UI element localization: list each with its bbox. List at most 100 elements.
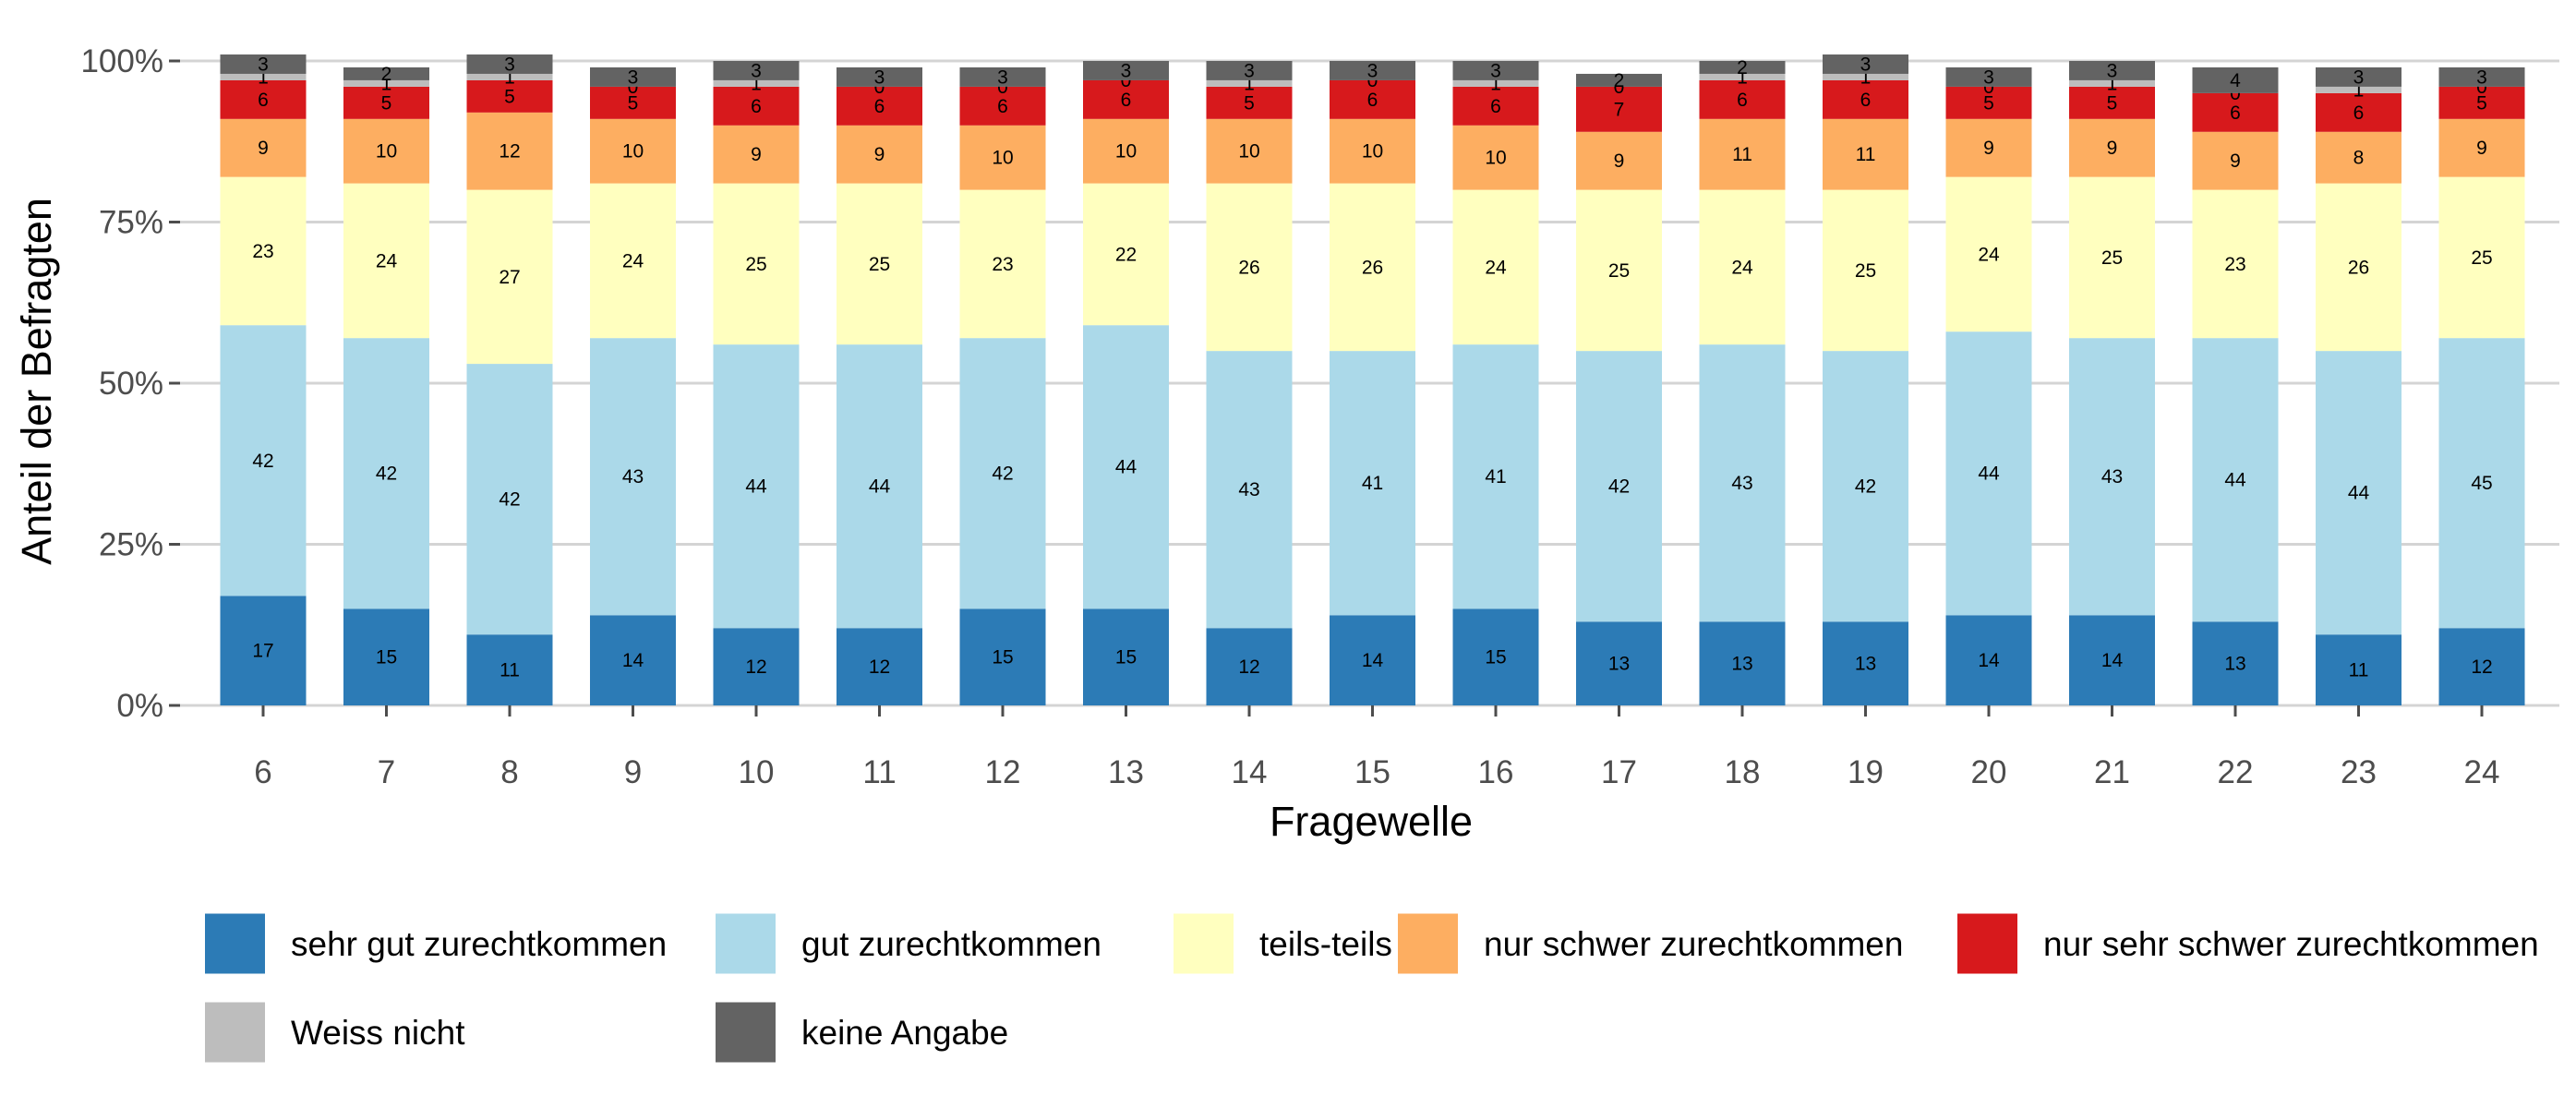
bar-value-label: 42 <box>376 464 397 485</box>
legend-swatch <box>716 1003 776 1063</box>
bar-value-label: 4 <box>2230 70 2241 91</box>
bar-value-label: 26 <box>1238 257 1259 278</box>
bar-value-label: 6 <box>1860 90 1872 111</box>
x-tick-label: 12 <box>985 754 1021 790</box>
bar-value-label: 42 <box>1855 476 1876 498</box>
bar-value-label: 43 <box>1238 479 1259 500</box>
bar-value-label: 6 <box>874 96 885 117</box>
bar-value-label: 44 <box>2348 483 2370 504</box>
bar-value-label: 24 <box>376 250 398 271</box>
bar-value-label: 44 <box>1978 464 2000 485</box>
x-tick-label: 23 <box>2341 754 2377 790</box>
x-tick-label: 21 <box>2094 754 2130 790</box>
legend-label: keine Angabe <box>801 1014 1008 1052</box>
y-tick-label: 75% <box>99 205 163 241</box>
bar-value-label: 12 <box>1238 656 1259 678</box>
bar-value-label: 3 <box>2476 66 2487 88</box>
bar-value-label: 41 <box>1362 473 1383 494</box>
bar-value-label: 15 <box>1485 647 1506 668</box>
x-tick-label: 16 <box>1478 754 1514 790</box>
x-tick-label: 24 <box>2464 754 2500 790</box>
legend-label: Weiss nicht <box>291 1014 465 1052</box>
bar-value-label: 10 <box>1485 148 1506 169</box>
bar-value-label: 5 <box>504 86 515 107</box>
bar-value-label: 42 <box>499 489 520 511</box>
legend-label: sehr gut zurechtkommen <box>291 925 667 963</box>
bar-value-label: 3 <box>1490 60 1501 81</box>
bar-value-label: 10 <box>1362 141 1383 163</box>
bar-value-label: 13 <box>1608 654 1630 675</box>
bar-value-label: 42 <box>1608 476 1630 498</box>
y-tick-label: 50% <box>99 366 163 402</box>
bar-value-label: 10 <box>1238 141 1259 163</box>
x-tick-label: 22 <box>2218 754 2254 790</box>
bar-value-label: 25 <box>2101 247 2123 269</box>
bar-value-label: 10 <box>622 141 644 163</box>
bar-value-label: 23 <box>2224 254 2245 275</box>
bar-value-label: 12 <box>745 656 766 678</box>
x-tick-label: 8 <box>500 754 518 790</box>
bar-value-label: 3 <box>504 54 515 75</box>
bar-value-label: 11 <box>1732 144 1752 165</box>
y-tick-label: 0% <box>116 688 163 724</box>
bar-value-label: 6 <box>1737 90 1748 111</box>
y-axis: 0% 25% 50% 75% 100% <box>80 43 180 724</box>
y-tick-label: 25% <box>99 527 163 563</box>
bar-value-label: 6 <box>258 90 269 111</box>
bar-value-label: 43 <box>2101 466 2123 488</box>
x-tick-label: 10 <box>739 754 775 790</box>
bar-value-label: 25 <box>2471 247 2492 269</box>
x-tick-label: 11 <box>862 754 896 790</box>
bar-value-label: 9 <box>1983 138 1994 159</box>
legend-swatch <box>716 914 776 974</box>
bar-value-label: 11 <box>2349 660 2369 681</box>
bar-value-label: 11 <box>500 660 520 681</box>
bar-value-label: 2 <box>1737 57 1748 78</box>
bar-value-label: 25 <box>745 254 766 275</box>
y-axis-title: Anteil der Befragten <box>13 198 60 565</box>
x-axis-title: Fragewelle <box>1270 798 1473 845</box>
bar-value-label: 14 <box>2101 650 2124 671</box>
bar-value-label: 8 <box>2353 148 2365 169</box>
bar-value-label: 26 <box>2348 257 2369 278</box>
bar-value-label: 9 <box>2230 151 2241 172</box>
x-tick-label: 14 <box>1232 754 1268 790</box>
bar-value-label: 15 <box>376 647 397 668</box>
bar-value-label: 13 <box>1855 654 1876 675</box>
y-tick-label: 100% <box>80 43 163 79</box>
bar-value-label: 9 <box>2476 138 2487 159</box>
bar-value-label: 25 <box>869 254 890 275</box>
legend-label: nur schwer zurechtkommen <box>1484 925 1903 963</box>
legend-swatch <box>205 914 265 974</box>
bar-value-label: 6 <box>2353 102 2365 124</box>
bar-value-label: 3 <box>874 66 885 88</box>
bar-value-label: 42 <box>252 451 273 472</box>
bar-value-label: 42 <box>992 464 1013 485</box>
x-tick-label: 6 <box>254 754 271 790</box>
bar-value-label: 12 <box>2471 656 2492 678</box>
bar-value-label: 43 <box>1731 473 1752 494</box>
bar-value-label: 3 <box>628 66 639 88</box>
bar-value-label: 2 <box>381 64 392 85</box>
bar-value-label: 24 <box>622 250 644 271</box>
bar-value-label: 25 <box>1855 260 1876 282</box>
bar-value-label: 15 <box>992 647 1013 668</box>
bar-value-label: 9 <box>2107 138 2118 159</box>
bar-value-label: 3 <box>2107 60 2118 81</box>
bar-value-label: 14 <box>1362 650 1384 671</box>
bar-value-label: 3 <box>1983 66 1994 88</box>
bar-value-label: 27 <box>499 267 520 288</box>
bar-value-label: 13 <box>1731 654 1752 675</box>
bar-value-label: 44 <box>869 476 891 498</box>
bar-value-label: 24 <box>1485 257 1507 278</box>
bar-value-label: 6 <box>997 96 1008 117</box>
bar-value-label: 22 <box>1115 244 1137 265</box>
bar-value-label: 24 <box>1731 257 1753 278</box>
bar-value-label: 2 <box>1614 70 1625 91</box>
bar-value-label: 5 <box>381 92 392 114</box>
bar-value-label: 9 <box>751 144 762 165</box>
bar-value-label: 9 <box>258 138 269 159</box>
bar-value-label: 10 <box>376 141 397 163</box>
x-tick-label: 18 <box>1725 754 1761 790</box>
